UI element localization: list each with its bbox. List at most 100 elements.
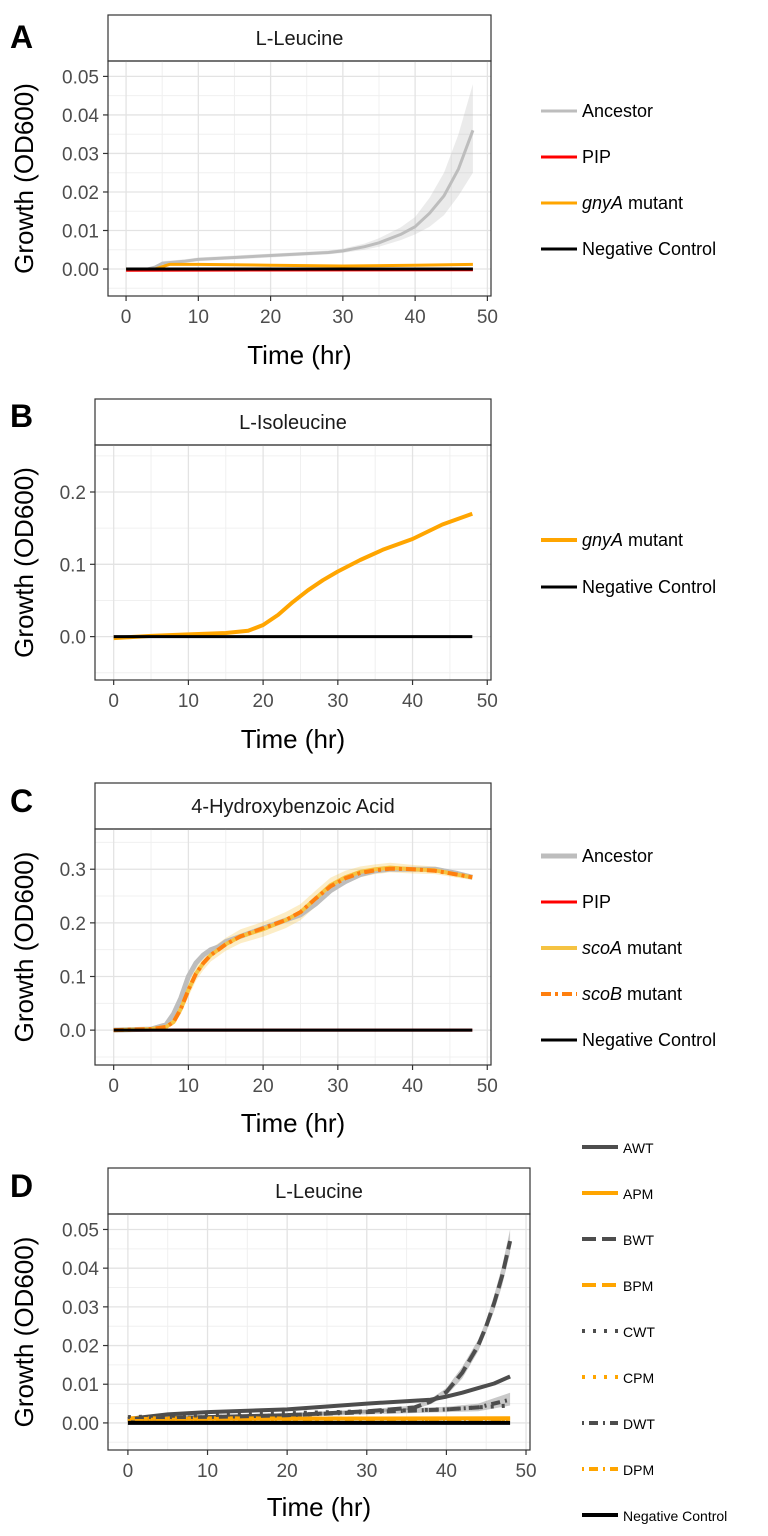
legend-label-italic: scoA: [582, 938, 622, 958]
legend-label-italic: gnyA: [582, 530, 623, 550]
legend: gnyA mutant Negative Control: [541, 530, 716, 597]
legend-label: PIP: [582, 892, 611, 912]
x-tick-label: 20: [253, 1076, 274, 1097]
facet-title: 4-Hydroxybenzoic Acid: [191, 796, 394, 818]
panel-A: A L-Leucine 0 10 20 30 40 50 0.00 0.01 0.02 0.03 0.0…: [9, 14, 716, 370]
y-tick-label: 0.01: [62, 1375, 99, 1396]
x-tick-label: 20: [277, 1461, 298, 1482]
legend-label: PIP: [582, 147, 611, 167]
x-tick-label: 0: [121, 307, 132, 328]
y-tick-label: 0.05: [62, 1220, 99, 1241]
panel-letter: A: [10, 19, 33, 55]
x-tick-label: 30: [332, 307, 353, 328]
x-tick-label: 40: [402, 691, 423, 712]
y-tick-label: 0.00: [62, 1414, 99, 1435]
y-tick-label: 0.03: [62, 144, 99, 165]
x-tick-label: 30: [327, 1076, 348, 1097]
y-tick-label: 0.3: [60, 860, 86, 881]
series-line-2: [127, 1240, 513, 1421]
plot-border: [107, 1213, 531, 1451]
y-tick-label: 0.1: [60, 555, 86, 576]
y-tick-label: 0.02: [62, 1337, 99, 1358]
legend-label: Negative Control: [582, 1030, 716, 1050]
confidence-band-0: [126, 84, 473, 269]
x-axis-title: Time (hr): [267, 1492, 371, 1522]
legend-label: Negative Control: [623, 1508, 727, 1524]
gridlines: [108, 1214, 530, 1450]
y-tick-label: 0.03: [62, 1298, 99, 1319]
y-axis-title: Growth (OD600): [9, 83, 39, 274]
x-tick-label: 40: [405, 307, 426, 328]
plot-border: [94, 828, 492, 1066]
x-axis-title: Time (hr): [241, 724, 345, 754]
legend-label: APM: [623, 1186, 653, 1202]
legend-label: AWT: [623, 1140, 654, 1156]
x-axis-title: Time (hr): [241, 1108, 345, 1138]
x-tick-label: 40: [436, 1461, 457, 1482]
series-line-6: [127, 1397, 511, 1421]
panel-letter: C: [10, 783, 33, 819]
confidence-band-2: [127, 1229, 511, 1421]
legend: Ancestor PIP gnyA mutant Negative Control: [541, 101, 716, 259]
legend-label: gnyA mutant: [582, 530, 683, 550]
facet-strip: [107, 14, 492, 62]
legend-label: Negative Control: [582, 239, 716, 259]
legend: Ancestor PIP scoA mutant scoB mutant Negativ…: [541, 846, 716, 1050]
gridlines: [108, 61, 491, 296]
x-tick-label: 20: [253, 691, 274, 712]
y-axis-title: Growth (OD600): [9, 1237, 39, 1428]
legend-label: Ancestor: [582, 101, 653, 121]
legend-label: Negative Control: [582, 577, 716, 597]
y-tick-label: 0.1: [60, 968, 86, 989]
x-tick-label: 30: [356, 1461, 377, 1482]
legend-label: BWT: [623, 1232, 655, 1248]
legend: AWT APM BWT BPM CWT CPM DWT DPM Negative Control: [582, 1140, 727, 1524]
facet-title: L-Leucine: [275, 1181, 363, 1203]
panel-letter: B: [10, 398, 33, 434]
x-tick-label: 20: [260, 307, 281, 328]
facet-title: L-Leucine: [256, 28, 344, 50]
legend-label-italic: gnyA: [582, 193, 623, 213]
legend-label: CPM: [623, 1370, 654, 1386]
y-tick-label: 0.0: [60, 1021, 86, 1042]
gridlines: [95, 445, 491, 680]
legend-label: DPM: [623, 1462, 654, 1478]
legend-label: gnyA mutant: [582, 193, 683, 213]
facet-strip: [94, 782, 492, 830]
x-tick-label: 10: [178, 1076, 199, 1097]
x-tick-label: 10: [197, 1461, 218, 1482]
legend-label-rest: mutant: [622, 938, 682, 958]
y-tick-label: 0.04: [62, 106, 99, 127]
y-tick-label: 0.05: [62, 67, 99, 88]
legend-label-rest: mutant: [623, 530, 683, 550]
plot-border: [107, 60, 492, 297]
legend-label: Ancestor: [582, 846, 653, 866]
legend-label: scoA mutant: [582, 938, 682, 958]
y-tick-label: 0.2: [60, 914, 86, 935]
y-tick-label: 0.01: [62, 222, 99, 243]
legend-label: scoB mutant: [582, 984, 682, 1004]
x-axis-title: Time (hr): [247, 340, 351, 370]
x-tick-label: 50: [477, 1076, 498, 1097]
y-tick-label: 0.2: [60, 483, 86, 504]
panel-B: B L-Isoleucine 0 10 20 30 40 50 0.0 0.1 0.2 Time (h…: [9, 398, 716, 754]
y-axis-title: Growth (OD600): [9, 467, 39, 658]
facet-title: L-Isoleucine: [239, 412, 347, 434]
panel-letter: D: [10, 1168, 33, 1204]
x-tick-label: 0: [108, 1076, 119, 1097]
facet-strip: [107, 1167, 531, 1215]
y-tick-label: 0.02: [62, 183, 99, 204]
plot-border: [94, 444, 492, 681]
legend-label-rest: mutant: [623, 193, 683, 213]
y-axis-title: Growth (OD600): [9, 852, 39, 1043]
x-tick-label: 10: [178, 691, 199, 712]
legend-label: CWT: [623, 1324, 655, 1340]
series-line-0: [113, 511, 473, 641]
x-tick-label: 50: [477, 307, 498, 328]
legend-label-italic: scoB: [582, 984, 622, 1004]
x-tick-label: 10: [188, 307, 209, 328]
legend-label: BPM: [623, 1278, 653, 1294]
series-line-0: [126, 129, 475, 271]
x-tick-label: 0: [108, 691, 119, 712]
